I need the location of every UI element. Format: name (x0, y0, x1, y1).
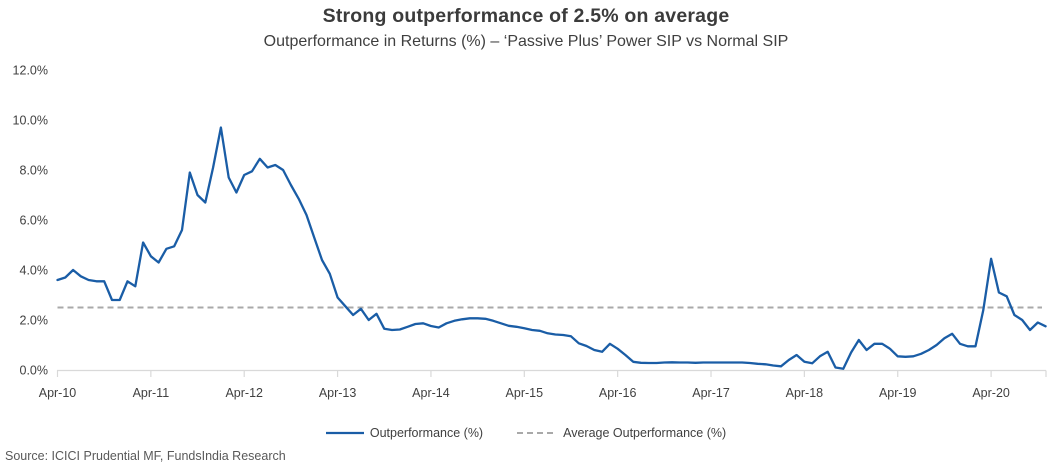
x-axis-label: Apr-17 (692, 386, 730, 400)
x-axis-label: Apr-12 (225, 386, 263, 400)
y-axis-label: 6.0% (20, 214, 49, 228)
outperformance-line (56, 126, 1047, 370)
legend-label-average: Average Outperformance (%) (563, 426, 727, 440)
x-axis-label: Apr-19 (879, 386, 917, 400)
legend-item-outperformance: Outperformance (%) (325, 426, 484, 440)
x-axis-label: Apr-14 (412, 386, 450, 400)
x-axis-label: Apr-13 (319, 386, 357, 400)
x-axis-label: Apr-11 (133, 386, 170, 400)
y-axis-label: 0.0% (20, 364, 49, 378)
chart-subtitle: Outperformance in Returns (%) – ‘Passive… (263, 33, 789, 50)
y-axis-label: 10.0% (13, 114, 48, 128)
legend: Outperformance (%) Average Outperformanc… (0, 423, 1052, 443)
y-axis-label: 4.0% (20, 264, 49, 278)
y-axis-label: 2.0% (20, 314, 49, 328)
legend-label-outperformance: Outperformance (%) (369, 426, 484, 440)
x-axis-label: Apr-18 (786, 386, 824, 400)
x-axis-label: Apr-16 (599, 386, 637, 400)
x-axis-label: Apr-20 (972, 386, 1010, 400)
solid-line-swatch (325, 431, 364, 435)
x-axis-label: Apr-10 (39, 386, 77, 400)
y-axis-label: 12.0% (13, 64, 48, 78)
source-note: Source: ICICI Prudential MF, FundsIndia … (5, 449, 286, 463)
x-axis-label: Apr-15 (506, 386, 544, 400)
y-axis-label: 8.0% (20, 164, 49, 178)
dashed-line-swatch (517, 432, 558, 434)
chart-title: Strong outperformance of 2.5% on average (322, 5, 730, 27)
legend-item-average: Average Outperformance (%) (517, 426, 726, 440)
